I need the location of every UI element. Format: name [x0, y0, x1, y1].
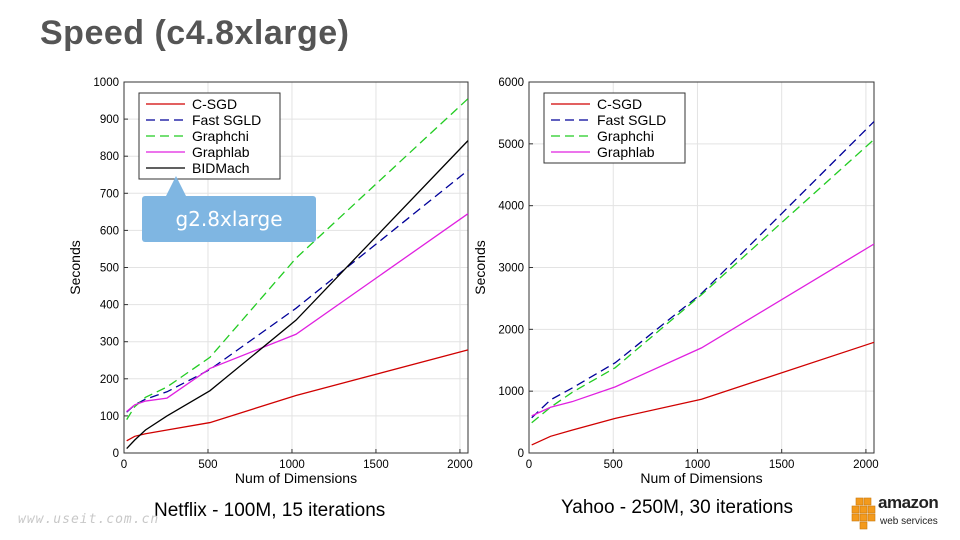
series-line-fast-sgld	[531, 121, 875, 419]
y-tick-label: 4000	[498, 201, 524, 213]
aws-boxes-icon	[851, 497, 876, 530]
y-tick-label: 0	[113, 448, 119, 460]
legend-label: Graphlab	[597, 144, 655, 160]
y-tick-label: 400	[100, 300, 119, 312]
yahoo-caption: Yahoo - 250M, 30 iterations	[561, 497, 794, 518]
x-axis-label: Num of Dimensions	[235, 470, 357, 486]
x-tick-label: 1000	[279, 459, 305, 471]
y-tick-label: 100	[100, 411, 119, 423]
y-tick-label: 1000	[93, 77, 119, 89]
y-tick-label: 0	[518, 448, 524, 460]
y-tick-label: 5000	[498, 139, 524, 151]
series-line-fast-sgld	[126, 169, 469, 413]
x-tick-label: 1500	[363, 459, 389, 471]
series-line-bidmach	[126, 140, 469, 449]
y-tick-label: 900	[100, 114, 119, 126]
legend-label: Graphchi	[192, 128, 249, 144]
y-tick-label: 600	[100, 225, 119, 237]
aws-sub: web services	[880, 516, 938, 527]
gpu-callout: g2.8xlarge	[142, 196, 316, 242]
y-tick-label: 6000	[498, 77, 524, 89]
series-line-graphchi	[126, 98, 469, 420]
callout-arrow	[166, 176, 186, 196]
y-tick-label: 300	[100, 337, 119, 349]
legend-label: Graphlab	[192, 144, 250, 160]
x-tick-label: 1000	[685, 459, 711, 471]
x-axis-label: Num of Dimensions	[640, 470, 762, 486]
series-line-graphlab	[531, 243, 875, 417]
y-tick-label: 700	[100, 188, 119, 200]
series-line-graphchi	[531, 139, 875, 424]
y-tick-label: 3000	[498, 263, 524, 275]
x-tick-label: 0	[526, 459, 532, 471]
series-line-c-sgd	[531, 341, 875, 446]
watermark: www.useit.com.cn	[18, 512, 160, 527]
aws-wordmark: amazon	[878, 493, 939, 512]
series-line-graphlab	[126, 213, 469, 412]
y-tick-label: 200	[100, 374, 119, 386]
x-tick-label: 2000	[447, 459, 473, 471]
y-tick-label: 1000	[498, 386, 524, 398]
y-tick-label: 2000	[498, 324, 524, 336]
legend-label: Fast SGLD	[597, 112, 666, 128]
series-line-c-sgd	[126, 349, 469, 442]
netflix-caption: Netflix - 100M, 15 iterations	[154, 500, 386, 521]
legend-label: C-SGD	[192, 96, 237, 112]
legend-label: BIDMach	[192, 160, 250, 176]
x-tick-label: 1500	[769, 459, 795, 471]
legend-label: C-SGD	[597, 96, 642, 112]
x-tick-label: 500	[604, 459, 623, 471]
legend-box	[543, 92, 686, 164]
x-tick-label: 0	[121, 459, 127, 471]
legend-label: Graphchi	[597, 128, 654, 144]
x-tick-label: 2000	[853, 459, 879, 471]
y-tick-label: 800	[100, 151, 119, 163]
slide-title: Speed (c4.8xlarge)	[40, 14, 350, 52]
y-axis-label: Seconds	[472, 240, 488, 294]
chart-0: 0 500 1000 1500 2000 0 100 200 300 400 500 600 700 80…	[67, 77, 473, 486]
x-tick-label: 500	[198, 459, 217, 471]
chart-1: 0 500 1000 1500 2000 0 1000 2000 3000 4000 5000 600…	[472, 77, 879, 486]
y-axis-label: Seconds	[67, 240, 83, 294]
legend-label: Fast SGLD	[192, 112, 261, 128]
y-tick-label: 500	[100, 263, 119, 275]
